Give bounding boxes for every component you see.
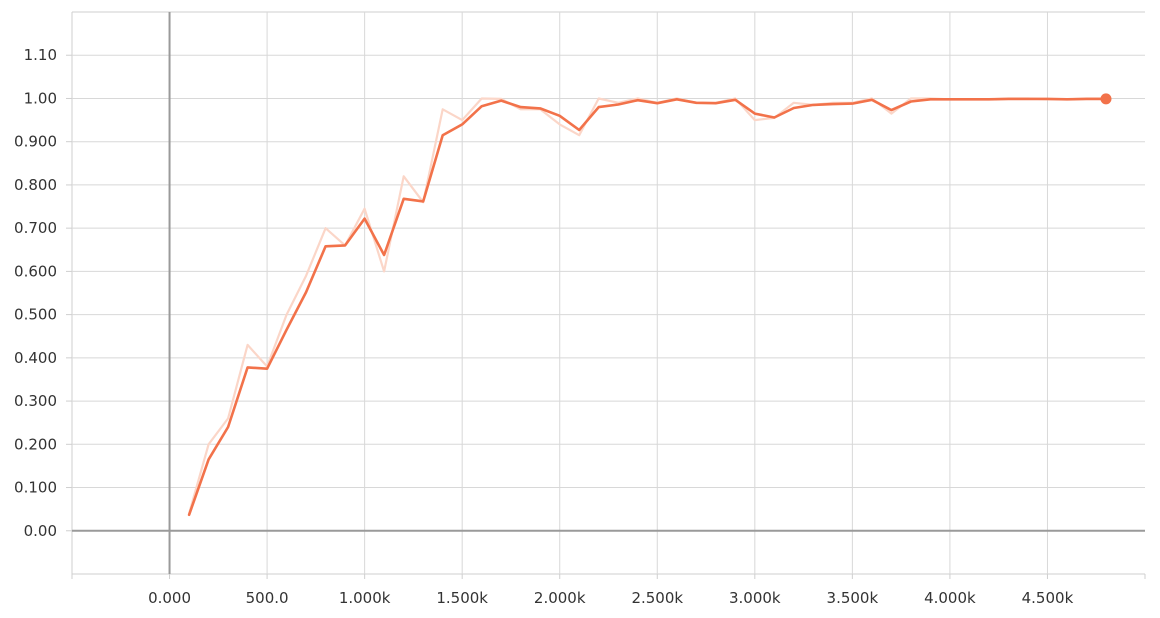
y-tick-label: 0.300 xyxy=(14,392,57,410)
y-tick-labels: 0.00 0.100 0.200 0.300 0.400 0.500 0.600 0.700 0… xyxy=(14,46,57,540)
y-tick-label: 1.10 xyxy=(24,46,57,64)
y-tick-label: 0.800 xyxy=(14,176,57,194)
y-tick-label: 0.100 xyxy=(14,479,57,497)
x-tick-label: 4.000k xyxy=(924,589,976,607)
x-tick-label: 4.500k xyxy=(1022,589,1074,607)
x-tick-label: 2.500k xyxy=(631,589,683,607)
raw-series-line xyxy=(188,97,1108,515)
x-tick-labels: 0.000 500.0 1.000k 1.500k 2.000k 2.500k 3.000k… xyxy=(148,589,1074,607)
y-tick-label: 0.400 xyxy=(14,349,57,367)
axes xyxy=(72,12,1145,574)
x-tick-label: 3.500k xyxy=(827,589,879,607)
y-tick-label: 0.900 xyxy=(14,133,57,151)
y-tick-label: 0.500 xyxy=(14,306,57,324)
x-tick-label: 1.500k xyxy=(436,589,488,607)
y-tick-label: 0.600 xyxy=(14,262,57,280)
grid xyxy=(66,11,1146,579)
x-tick-label: 2.000k xyxy=(534,589,586,607)
last-point-marker[interactable] xyxy=(1100,93,1112,105)
x-tick-label: 0.000 xyxy=(148,589,191,607)
x-tick-label: 1.000k xyxy=(339,589,391,607)
x-tick-label: 3.000k xyxy=(729,589,781,607)
y-tick-label: 1.00 xyxy=(24,89,57,107)
y-tick-label: 0.200 xyxy=(14,435,57,453)
y-tick-label: 0.700 xyxy=(14,219,57,237)
series xyxy=(187,93,1112,517)
y-tick-label: 0.00 xyxy=(24,522,57,540)
x-tick-label: 500.0 xyxy=(246,589,289,607)
smoothed-series-line xyxy=(187,97,1108,517)
